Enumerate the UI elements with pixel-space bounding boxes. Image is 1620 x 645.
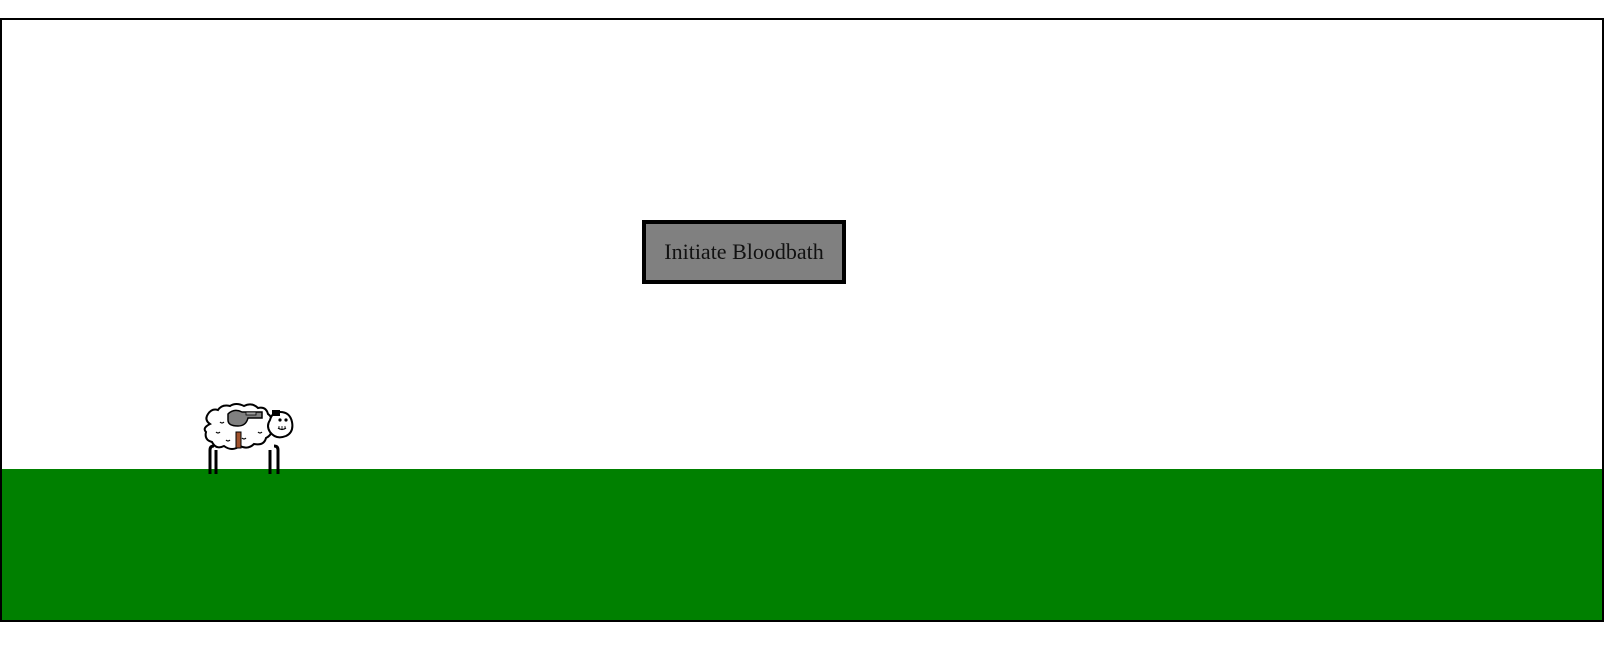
sheep-legs	[208, 444, 280, 474]
ground	[2, 469, 1602, 620]
initiate-bloodbath-button[interactable]: Initiate Bloodbath	[642, 220, 846, 284]
sheep-icon	[203, 403, 294, 474]
gun-icon	[227, 409, 263, 449]
sheep-head	[267, 410, 294, 439]
game-canvas[interactable]: Initiate Bloodbath	[0, 18, 1604, 622]
